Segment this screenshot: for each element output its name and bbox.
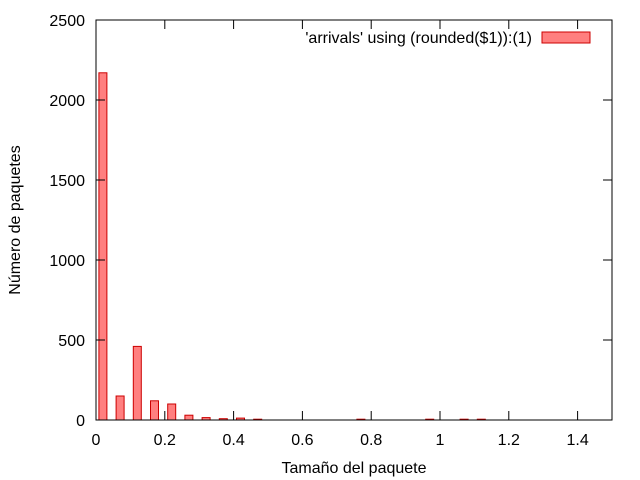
bar-0 [98, 72, 108, 421]
legend-swatch [541, 31, 591, 44]
bar-4 [167, 403, 177, 421]
tick-labels-group: 0 0.2 0.4 0.6 0.8 1 1.2 1.4 0 500 1000 1500 2000 2500 [49, 13, 588, 449]
bars-group [98, 72, 486, 421]
legend: 'arrivals' using (rounded($1)):(1) [305, 30, 591, 47]
x-axis-label: Tamaño del paquete [282, 460, 427, 477]
bar-1 [115, 395, 125, 421]
y-tick-label-2: 1000 [49, 253, 85, 270]
y-tick-label-4: 2000 [49, 93, 85, 110]
y-tick-label-3: 1500 [49, 173, 85, 190]
bar-3 [150, 400, 159, 421]
plot-frame [95, 19, 613, 421]
y-axis-label: Número de paquetes [7, 145, 24, 294]
y-tick-label-0: 0 [76, 413, 85, 430]
x-tick-label-1: 0.2 [154, 432, 176, 449]
legend-series-label: 'arrivals' using (rounded($1)):(1) [305, 30, 532, 47]
x-tick-label-6: 1.2 [498, 432, 520, 449]
x-tick-label-2: 0.4 [222, 432, 244, 449]
x-tick-label-5: 1 [436, 432, 445, 449]
bar-2 [132, 345, 142, 421]
y-tick-label-5: 2500 [49, 13, 85, 30]
ticks-group [95, 19, 612, 421]
x-tick-label-7: 1.4 [566, 432, 588, 449]
bar-5 [184, 414, 194, 421]
x-tick-label-4: 0.8 [360, 432, 382, 449]
y-tick-label-1: 500 [58, 333, 85, 350]
x-tick-label-0: 0 [92, 432, 101, 449]
x-tick-label-3: 0.6 [291, 432, 313, 449]
